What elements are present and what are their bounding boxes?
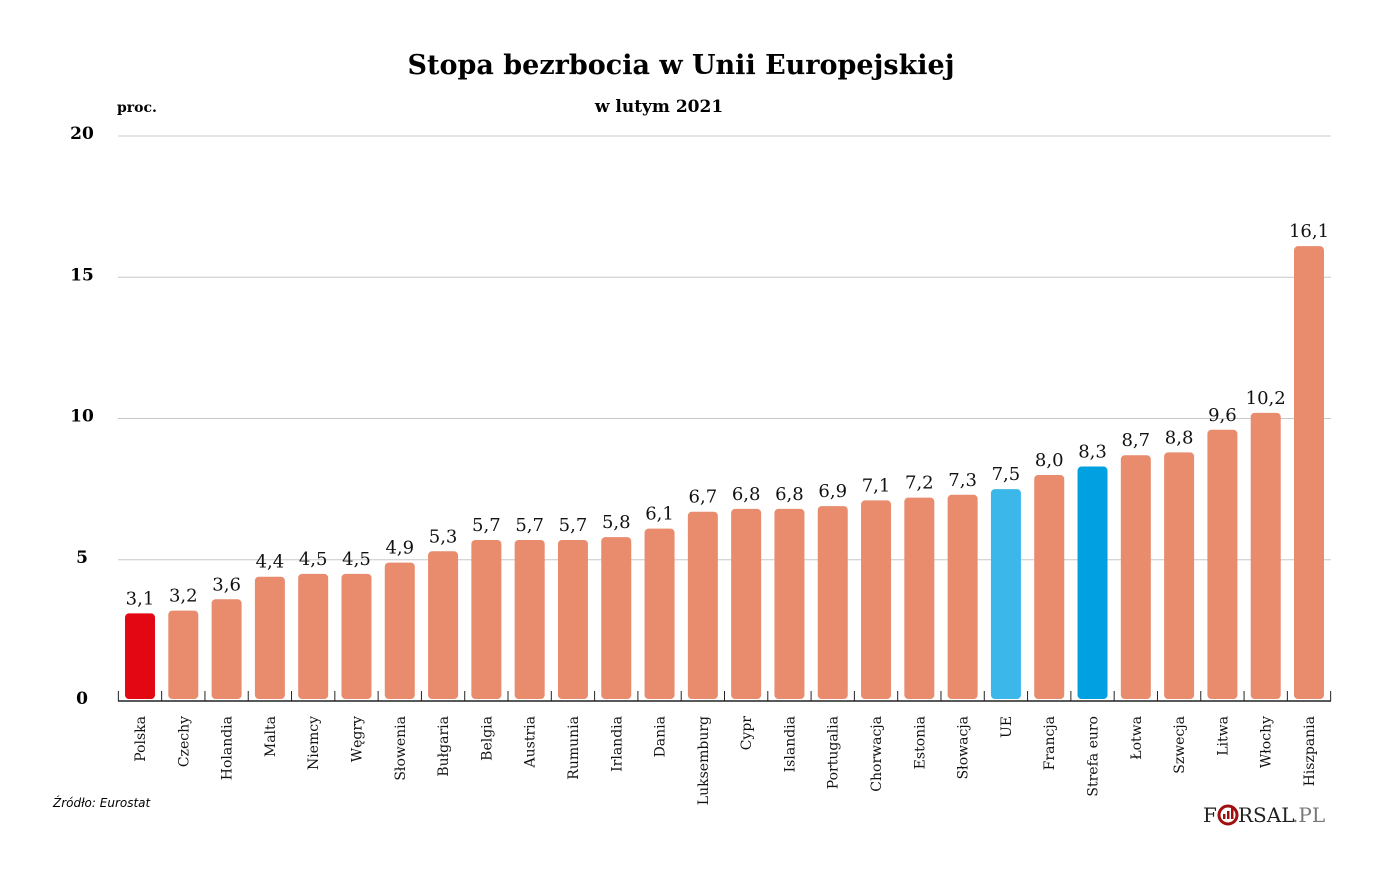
y-tick-label: 0 [76, 689, 88, 709]
x-tick-label: Austria [523, 716, 539, 768]
chart-title: Stopa bezrbocia w Unii Europejskiej [408, 50, 955, 81]
bar [1164, 452, 1195, 699]
bar [1077, 466, 1108, 699]
x-tick-label: Szwecja [1172, 716, 1188, 774]
data-label: 5,3 [429, 526, 458, 547]
x-tick-label: UE [999, 716, 1015, 738]
x-tick-label: Włochy [1259, 716, 1275, 768]
x-tick-label: Strefa euro [1086, 716, 1102, 797]
x-tick-label: Łotwa [1129, 716, 1145, 760]
data-label: 6,1 [645, 504, 674, 525]
data-label: 6,8 [775, 484, 804, 505]
bar [125, 613, 155, 699]
bar [1250, 412, 1281, 699]
data-label: 8,7 [1121, 430, 1150, 451]
data-label: 7,3 [948, 470, 977, 491]
x-tick-label: Holandia [220, 716, 236, 780]
x-tick-label: Francja [1042, 716, 1058, 770]
bar [601, 537, 632, 699]
bar [861, 500, 892, 699]
bar [644, 528, 675, 699]
x-tick-label: Słowenia [393, 716, 409, 781]
bar [1034, 475, 1065, 699]
bar [817, 506, 848, 699]
y-tick-label: 5 [76, 548, 88, 568]
bar [168, 610, 199, 699]
data-label: 5,7 [472, 515, 501, 536]
bar [904, 497, 935, 699]
bar [731, 508, 762, 699]
svg-text:RSAL: RSAL [1238, 803, 1294, 827]
x-tick-label: Islandia [782, 716, 798, 772]
bar [514, 539, 545, 699]
y-tick-label: 20 [70, 124, 94, 144]
x-tick-label: Bułgaria [436, 716, 452, 777]
data-label: 3,1 [126, 588, 155, 609]
data-label: 5,8 [602, 512, 631, 533]
bar [1207, 429, 1238, 699]
bar [211, 599, 242, 699]
bar [428, 551, 459, 699]
x-tick-label: Węgry [349, 716, 365, 762]
svg-text:F: F [1203, 803, 1217, 827]
bar [687, 511, 718, 699]
bar [557, 539, 588, 699]
data-label: 5,7 [559, 515, 588, 536]
svg-text:.PL: .PL [1292, 803, 1325, 827]
data-label: 8,8 [1165, 427, 1194, 448]
data-label: 7,5 [992, 464, 1021, 485]
x-tick-label: Dania [653, 716, 669, 757]
x-tick-label: Słowacja [956, 716, 972, 779]
x-tick-label: Portugalia [826, 716, 842, 789]
data-label: 16,1 [1289, 221, 1329, 242]
data-label: 10,2 [1246, 388, 1286, 409]
bar [774, 508, 805, 699]
x-tick-label: Belgia [479, 716, 495, 761]
data-label: 7,2 [905, 473, 934, 494]
bar [254, 576, 285, 699]
chart-subtitle: w lutym 2021 [594, 97, 723, 117]
data-label: 4,5 [299, 549, 328, 570]
bar [341, 573, 372, 699]
bar [471, 539, 502, 699]
x-tick-label: Hiszpania [1302, 716, 1318, 786]
data-label: 3,6 [212, 574, 241, 595]
x-tick-label: Estonia [912, 716, 928, 769]
data-label: 6,8 [732, 484, 761, 505]
forsal-logo: F RSAL .PL [1203, 803, 1325, 827]
x-tick-label: Czechy [176, 716, 192, 767]
y-tick-label: 15 [70, 265, 94, 285]
bar [298, 573, 329, 699]
data-label: 9,6 [1208, 405, 1237, 426]
x-tick-label: Cypr [739, 716, 755, 751]
x-tick-label: Polska [133, 716, 149, 762]
x-tick-label: Niemcy [306, 716, 322, 770]
bar [1294, 246, 1324, 700]
bar [947, 494, 978, 699]
x-tick-label: Irlandia [609, 716, 625, 772]
data-label: 5,7 [515, 515, 544, 536]
x-tick-label: Malta [263, 716, 279, 757]
data-label: 6,7 [689, 487, 718, 508]
source-note: Źródło: Eurostat [52, 795, 152, 810]
y-tick-label: 10 [70, 407, 94, 427]
data-label: 4,5 [342, 549, 371, 570]
data-label: 8,3 [1078, 442, 1107, 463]
x-tick-label: Chorwacja [869, 716, 885, 792]
data-label: 3,2 [169, 586, 198, 607]
x-tick-label: Litwa [1215, 716, 1231, 756]
x-tick-label: Rumunia [566, 716, 582, 780]
y-axis-label: proc. [117, 100, 157, 116]
x-tick-label: Luksemburg [696, 716, 712, 805]
data-label: 8,0 [1035, 450, 1064, 471]
bar [384, 562, 415, 699]
data-label: 7,1 [862, 475, 891, 496]
bar [1120, 455, 1151, 699]
bar [990, 489, 1021, 699]
data-label: 6,9 [818, 481, 847, 502]
data-label: 4,9 [385, 538, 414, 559]
data-label: 4,4 [256, 552, 285, 573]
